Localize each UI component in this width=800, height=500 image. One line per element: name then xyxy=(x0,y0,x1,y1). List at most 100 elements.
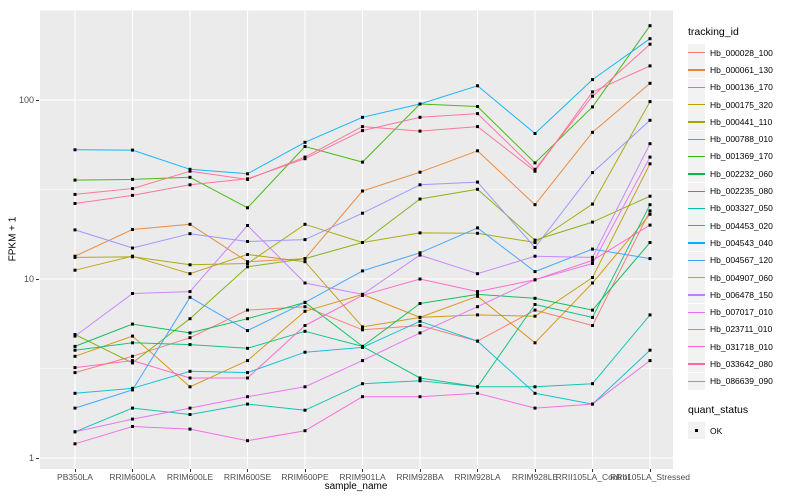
data-point xyxy=(591,402,594,406)
legend-label: Hb_007017_010 xyxy=(710,307,773,318)
data-point xyxy=(303,385,307,389)
data-point xyxy=(188,413,192,416)
data-point xyxy=(303,257,307,261)
y-tick-mark xyxy=(36,457,39,459)
legend-label: Hb_004453_020 xyxy=(710,220,773,231)
data-point xyxy=(418,277,422,281)
legend-key-line-icon xyxy=(688,372,705,390)
data-point xyxy=(533,303,537,306)
x-tick-mark xyxy=(247,469,248,472)
data-point xyxy=(246,346,249,350)
data-point xyxy=(591,105,594,109)
legend-label: Hb_003327_050 xyxy=(710,203,773,214)
data-point xyxy=(648,81,652,85)
data-point xyxy=(533,203,537,207)
data-point xyxy=(648,64,652,68)
data-point xyxy=(131,406,134,410)
data-point xyxy=(476,105,479,108)
legend-key-line-icon xyxy=(688,303,705,321)
data-point xyxy=(303,281,307,285)
data-point xyxy=(188,406,192,410)
data-point xyxy=(418,115,422,119)
legend-item: Hb_086639_090 xyxy=(688,372,800,390)
data-point xyxy=(648,257,652,261)
data-point xyxy=(131,386,134,390)
data-point xyxy=(648,194,652,198)
data-point xyxy=(303,300,307,304)
data-point xyxy=(591,262,594,265)
data-point xyxy=(73,268,77,272)
legend2-label: OK xyxy=(710,425,723,436)
data-point xyxy=(73,334,77,338)
x-axis-title: sample_name xyxy=(324,481,388,492)
data-point xyxy=(476,290,479,294)
data-point xyxy=(476,149,479,153)
x-tick-mark xyxy=(419,469,421,472)
y-tick-label: 1 xyxy=(28,453,34,463)
data-point xyxy=(361,115,364,119)
data-point xyxy=(361,325,364,329)
y-tick-mark xyxy=(36,99,39,101)
legend-key-line-icon xyxy=(688,78,705,96)
legend-key-line-icon xyxy=(688,338,705,356)
data-point xyxy=(361,211,364,215)
data-point xyxy=(131,292,134,295)
data-point xyxy=(476,84,479,88)
legend-label: Hb_000175_320 xyxy=(710,99,773,110)
data-point xyxy=(303,350,307,354)
legend-label: Hb_000441_110 xyxy=(710,116,773,127)
data-point xyxy=(361,293,364,297)
data-point xyxy=(188,272,192,276)
legend-item: Hb_000441_110 xyxy=(688,113,800,131)
legend-key-square-icon xyxy=(688,422,705,440)
data-point xyxy=(476,313,479,317)
data-point xyxy=(361,269,364,273)
data-point xyxy=(648,359,652,363)
data-point xyxy=(131,148,134,152)
data-point xyxy=(361,189,364,193)
data-point xyxy=(648,223,652,227)
data-point xyxy=(246,395,249,399)
data-point xyxy=(131,177,134,181)
x-tick-label: RRIM928LE xyxy=(511,472,559,482)
data-point xyxy=(188,317,192,321)
legend-items: Hb_000028_100 Hb_000061_130 Hb_000136_170 H… xyxy=(688,44,800,390)
data-point xyxy=(533,246,537,249)
data-point xyxy=(73,333,77,336)
data-point xyxy=(418,253,422,257)
legend-label: Hb_006478_150 xyxy=(710,289,773,300)
data-point xyxy=(476,294,479,298)
data-point xyxy=(418,251,422,255)
data-point xyxy=(131,322,134,326)
data-point xyxy=(648,155,652,159)
data-point xyxy=(188,331,192,335)
legend-item: Hb_007017_010 xyxy=(688,303,800,321)
data-point xyxy=(188,427,192,431)
data-point xyxy=(533,385,537,389)
data-point xyxy=(533,161,537,165)
data-point xyxy=(73,366,77,370)
data-point xyxy=(476,272,479,276)
data-point xyxy=(188,232,192,236)
legend-key-line-icon xyxy=(688,199,705,217)
data-point xyxy=(533,169,537,173)
legend-key-line-icon xyxy=(688,234,705,252)
data-point xyxy=(648,24,652,28)
data-point xyxy=(476,385,479,389)
x-tick-label: RRIM928BA xyxy=(396,472,444,482)
legend-item: Hb_000788_010 xyxy=(688,130,800,148)
data-point xyxy=(188,369,192,373)
legend-key-line-icon xyxy=(688,251,705,269)
data-point xyxy=(246,371,249,375)
legend-label: Hb_000788_010 xyxy=(710,134,773,145)
data-point xyxy=(533,254,537,258)
legend2: quant_status OK xyxy=(688,404,800,440)
legend-key-line-icon xyxy=(688,44,705,62)
data-point xyxy=(418,315,422,319)
data-point xyxy=(591,324,594,327)
x-tick-label: RRIM600SE xyxy=(223,472,272,482)
legend-item: Hb_033642_080 xyxy=(688,355,800,373)
x-tick-mark xyxy=(362,469,363,472)
data-point xyxy=(476,226,479,230)
data-point xyxy=(131,228,134,231)
